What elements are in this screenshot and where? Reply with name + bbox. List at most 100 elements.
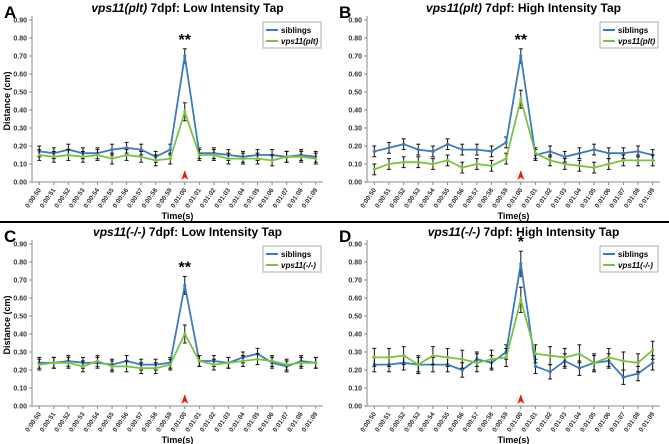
- y-tick-label: 0.20: [348, 368, 362, 375]
- legend-entry: siblings: [618, 250, 649, 259]
- y-tick-label: 0.70: [348, 54, 362, 61]
- y-tick-label: 0.40: [348, 108, 362, 115]
- data-point: [66, 361, 70, 365]
- series-line-siblings: [374, 55, 653, 158]
- data-point: [607, 151, 611, 155]
- data-point: [636, 372, 640, 376]
- x-tick-label: 0:01:09: [638, 411, 657, 434]
- legend-entry: vps11(plt): [618, 37, 656, 46]
- chart-title-text: 7dpf: Low Intensity Tap: [146, 225, 282, 239]
- data-point: [489, 357, 494, 361]
- data-point: [621, 151, 625, 155]
- x-axis-label: Time(s): [162, 435, 194, 444]
- legend-entry: vps11(plt): [281, 37, 319, 46]
- y-tick-label: 0.60: [13, 72, 27, 79]
- data-point: [285, 155, 289, 159]
- data-point: [651, 158, 655, 162]
- y-axis-label: Distance (cm): [2, 71, 12, 130]
- legend-box: [262, 245, 322, 273]
- data-point: [285, 363, 289, 367]
- y-tick-label: 0.20: [13, 368, 27, 375]
- data-point: [183, 54, 187, 58]
- data-point: [577, 164, 582, 168]
- x-tick-label: 0:01:09: [638, 187, 657, 210]
- stimulus-arrow-icon: [517, 394, 525, 404]
- data-point: [226, 361, 231, 365]
- panel-label: A: [4, 3, 16, 22]
- panel-label: D: [339, 227, 351, 246]
- data-point: [548, 158, 552, 162]
- chart-title-genotype: vps11(-/-): [428, 225, 480, 239]
- data-point: [563, 162, 567, 166]
- series-line-mutant: [373, 95, 653, 171]
- y-tick-label: 0.20: [13, 144, 27, 151]
- legend-box: [599, 245, 659, 273]
- data-point: [372, 149, 376, 153]
- series-line-mutant: [39, 108, 316, 162]
- data-point: [548, 354, 552, 358]
- data-point: [460, 357, 464, 361]
- x-axis-label: Time(s): [498, 211, 530, 221]
- y-tick-label: 0.10: [348, 162, 362, 169]
- chart-title: vps11(plt) 7dpf: Low Intensity Tap: [91, 1, 283, 15]
- data-point: [519, 298, 523, 302]
- data-point: [504, 140, 508, 144]
- significance-marker: *: [518, 234, 525, 251]
- data-point: [314, 361, 318, 365]
- data-point: [183, 110, 187, 114]
- data-point: [241, 359, 245, 363]
- y-tick-label: 0.50: [13, 90, 27, 97]
- series-line-siblings: [39, 55, 316, 158]
- series-line-siblings: [374, 263, 654, 379]
- y-tick-label: 0.60: [13, 296, 27, 303]
- data-point: [607, 162, 611, 166]
- data-point: [445, 158, 450, 162]
- chart-title-genotype: vps11(plt): [426, 1, 482, 15]
- significance-marker: **: [179, 32, 192, 49]
- data-point: [577, 151, 582, 155]
- data-point: [592, 166, 596, 170]
- data-point: [533, 151, 538, 155]
- y-tick-label: 0.50: [348, 314, 362, 321]
- y-tick-label: 0.30: [13, 350, 27, 357]
- legend-entry: vps11(-/-): [618, 261, 653, 270]
- data-point: [372, 167, 376, 171]
- data-point: [475, 162, 479, 166]
- data-point: [460, 166, 464, 170]
- data-point: [124, 153, 129, 157]
- data-point: [110, 157, 114, 161]
- data-point: [110, 148, 114, 152]
- data-point: [519, 54, 523, 58]
- data-point: [416, 148, 420, 152]
- data-point: [489, 149, 494, 153]
- data-point: [81, 364, 85, 368]
- data-point: [533, 352, 538, 356]
- data-point: [651, 348, 655, 352]
- data-point: [197, 153, 201, 157]
- data-point: [445, 142, 450, 146]
- chart-title-text: 7dpf: Low Intensity Tap: [147, 1, 283, 15]
- legend-entry: siblings: [281, 250, 312, 259]
- y-tick-label: 0.20: [348, 144, 362, 151]
- data-point: [489, 164, 494, 168]
- series-line-mutant: [39, 332, 316, 370]
- data-point: [577, 366, 582, 370]
- legend-entry: siblings: [618, 26, 649, 35]
- data-point: [139, 148, 143, 152]
- stimulus-arrow-icon: [181, 394, 189, 404]
- data-point: [168, 157, 172, 161]
- significance-marker: **: [515, 32, 528, 49]
- data-point: [168, 148, 172, 152]
- data-point: [37, 363, 41, 367]
- data-point: [636, 158, 640, 162]
- data-point: [95, 153, 100, 157]
- data-point: [52, 361, 56, 365]
- y-axis-label: Distance (cm): [2, 295, 12, 354]
- data-point: [577, 352, 582, 356]
- y-tick-label: 0.90: [13, 242, 27, 249]
- y-tick-label: 0.00: [13, 180, 27, 187]
- data-point: [226, 157, 231, 161]
- data-point: [66, 153, 70, 157]
